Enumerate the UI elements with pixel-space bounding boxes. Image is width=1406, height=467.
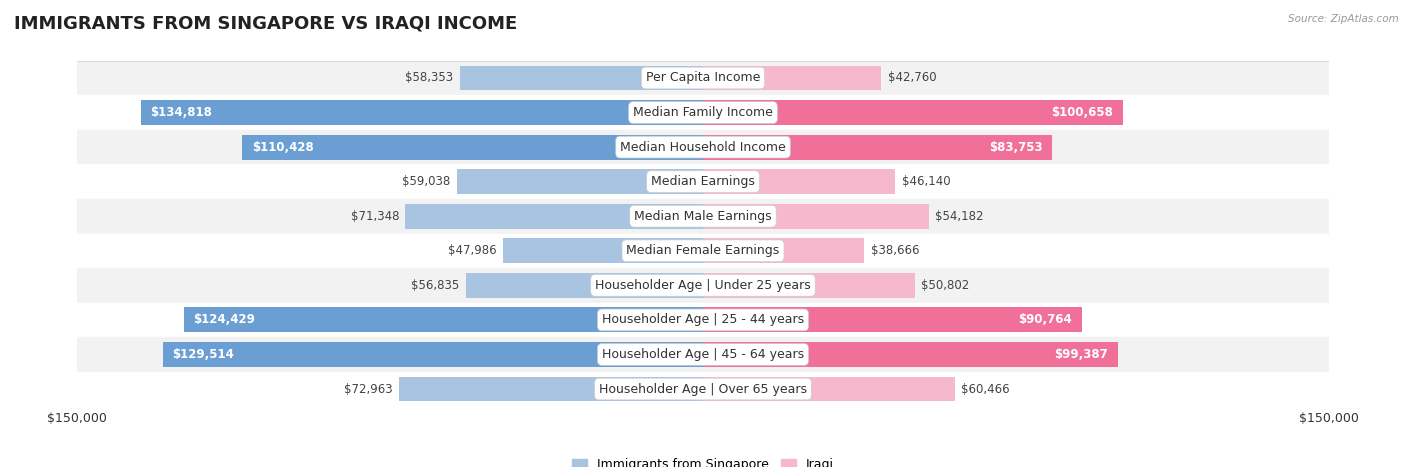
- Bar: [703, 238, 865, 263]
- Bar: [77, 199, 1329, 234]
- Bar: [77, 303, 1329, 337]
- Bar: [703, 169, 896, 194]
- Legend: Immigrants from Singapore, Iraqi: Immigrants from Singapore, Iraqi: [567, 453, 839, 467]
- Text: Per Capita Income: Per Capita Income: [645, 71, 761, 85]
- Text: Median Male Earnings: Median Male Earnings: [634, 210, 772, 223]
- Bar: [242, 134, 703, 160]
- Bar: [77, 130, 1329, 164]
- Text: Householder Age | Over 65 years: Householder Age | Over 65 years: [599, 382, 807, 396]
- Text: $71,348: $71,348: [350, 210, 399, 223]
- Bar: [399, 376, 703, 402]
- Text: $54,182: $54,182: [935, 210, 984, 223]
- Bar: [460, 65, 703, 91]
- Text: $99,387: $99,387: [1054, 348, 1108, 361]
- Text: $38,666: $38,666: [870, 244, 920, 257]
- Text: $90,764: $90,764: [1018, 313, 1073, 326]
- Bar: [77, 164, 1329, 199]
- Text: $129,514: $129,514: [172, 348, 233, 361]
- Text: Median Family Income: Median Family Income: [633, 106, 773, 119]
- Text: $134,818: $134,818: [150, 106, 212, 119]
- Bar: [77, 234, 1329, 268]
- Text: Median Household Income: Median Household Income: [620, 141, 786, 154]
- Text: $72,963: $72,963: [344, 382, 392, 396]
- Text: $56,835: $56,835: [412, 279, 460, 292]
- Text: Source: ZipAtlas.com: Source: ZipAtlas.com: [1288, 14, 1399, 24]
- Bar: [77, 337, 1329, 372]
- Bar: [184, 307, 703, 333]
- Text: Median Earnings: Median Earnings: [651, 175, 755, 188]
- Bar: [465, 273, 703, 298]
- Text: IMMIGRANTS FROM SINGAPORE VS IRAQI INCOME: IMMIGRANTS FROM SINGAPORE VS IRAQI INCOM…: [14, 14, 517, 32]
- Text: $100,658: $100,658: [1052, 106, 1114, 119]
- Bar: [703, 307, 1081, 333]
- Text: Householder Age | 45 - 64 years: Householder Age | 45 - 64 years: [602, 348, 804, 361]
- Text: $58,353: $58,353: [405, 71, 453, 85]
- Bar: [77, 95, 1329, 130]
- Text: $60,466: $60,466: [962, 382, 1010, 396]
- Bar: [703, 134, 1052, 160]
- Text: $46,140: $46,140: [901, 175, 950, 188]
- Text: $124,429: $124,429: [194, 313, 256, 326]
- Bar: [703, 273, 915, 298]
- Text: $83,753: $83,753: [990, 141, 1043, 154]
- Bar: [703, 376, 955, 402]
- Bar: [405, 204, 703, 229]
- Bar: [457, 169, 703, 194]
- Bar: [163, 342, 703, 367]
- Bar: [703, 65, 882, 91]
- Bar: [77, 61, 1329, 95]
- Bar: [141, 100, 703, 125]
- Text: Householder Age | Under 25 years: Householder Age | Under 25 years: [595, 279, 811, 292]
- Text: $59,038: $59,038: [402, 175, 450, 188]
- Bar: [703, 342, 1118, 367]
- Bar: [703, 204, 929, 229]
- Text: $50,802: $50,802: [921, 279, 969, 292]
- Text: Median Female Earnings: Median Female Earnings: [627, 244, 779, 257]
- Bar: [77, 372, 1329, 406]
- Text: $47,986: $47,986: [449, 244, 496, 257]
- Text: $42,760: $42,760: [887, 71, 936, 85]
- Bar: [77, 268, 1329, 303]
- Bar: [703, 100, 1123, 125]
- Text: Householder Age | 25 - 44 years: Householder Age | 25 - 44 years: [602, 313, 804, 326]
- Text: $110,428: $110,428: [252, 141, 314, 154]
- Bar: [503, 238, 703, 263]
